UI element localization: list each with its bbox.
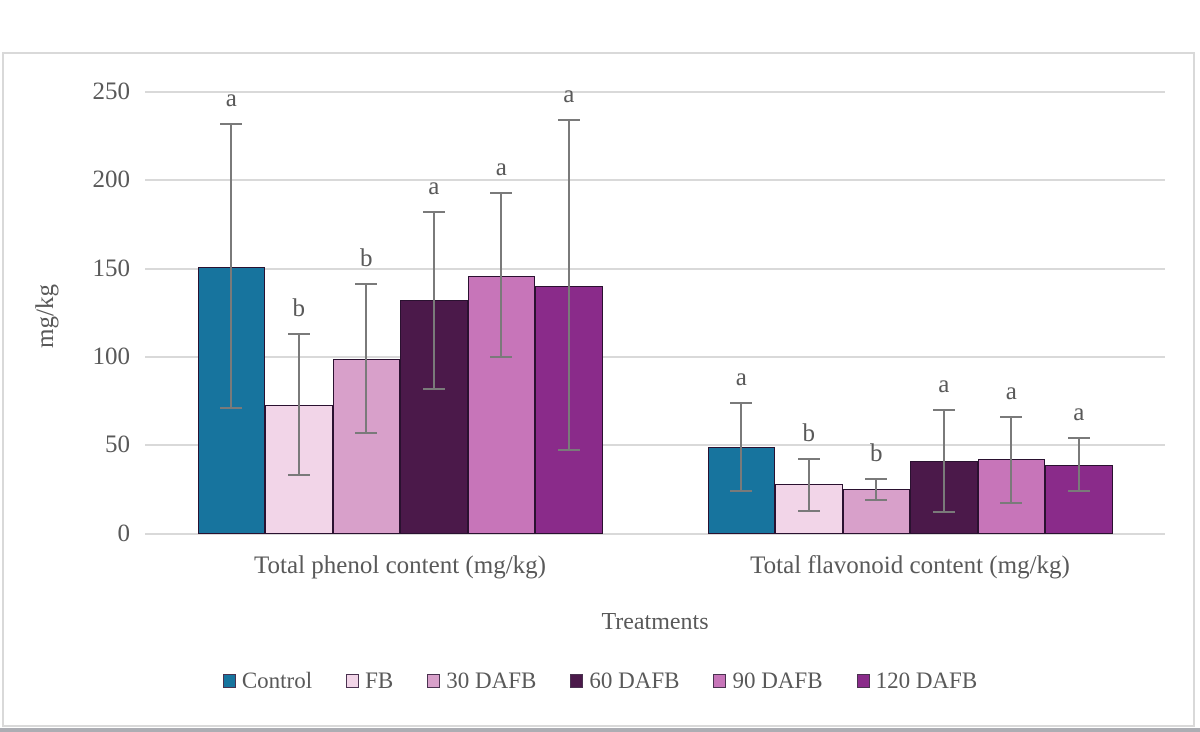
y-gridline (145, 355, 1165, 358)
error-bar-cap-top (932, 408, 955, 411)
error-bar-cap-top (355, 283, 378, 286)
x-axis-title: Treatments (601, 609, 709, 635)
significance-letter: a (1073, 399, 1085, 427)
error-bar-cap-top (490, 191, 513, 194)
error-bar-cap-bottom (865, 498, 888, 501)
y-gridline (145, 532, 1165, 535)
error-bar-cap-top (865, 477, 888, 480)
y-tick-label: 250 (92, 78, 131, 105)
error-bar-cap-top (1067, 437, 1090, 440)
bottom-edge-strip (0, 728, 1200, 732)
legend-label-120-dafb: 120 DAFB (875, 668, 978, 693)
legend: Control FB 30 DAFB 60 DAFB 90 DAFB 120 DAFB (0, 666, 1200, 696)
error-bar-cap-bottom (730, 490, 753, 493)
error-bar-line (1010, 416, 1013, 504)
legend-item-control: Control (222, 668, 313, 694)
legend-swatch-30-dafb (427, 674, 441, 688)
y-tick-label: 200 (92, 166, 131, 194)
y-tick-label: 150 (92, 254, 131, 282)
y-tick-label: 100 (92, 342, 131, 370)
significance-letter: a (495, 153, 507, 181)
error-bar-line (807, 459, 810, 511)
error-bar-cap-top (730, 401, 753, 404)
legend-swatch-control (222, 674, 236, 688)
y-gridline (145, 91, 1165, 93)
significance-letter: a (225, 84, 237, 112)
error-bar-line (740, 402, 743, 492)
legend-item-120-dafb: 120 DAFB (856, 668, 978, 694)
legend-item-60-dafb: 60 DAFB (570, 668, 679, 694)
legend-label-90-dafb: 90 DAFB (732, 668, 823, 693)
error-bar-line (1077, 438, 1080, 492)
legend-label-fb: FB (365, 668, 394, 693)
error-bar-cap-bottom (557, 449, 580, 452)
significance-letter: b (360, 245, 373, 273)
error-bar-cap-bottom (220, 407, 243, 410)
y-gridline (145, 444, 1165, 447)
error-bar-cap-bottom (287, 474, 310, 477)
significance-letter: a (428, 173, 440, 201)
error-bar-cap-bottom (797, 509, 820, 512)
error-bar-cap-top (557, 119, 580, 122)
legend-label-30-dafb: 30 DAFB (446, 668, 537, 693)
significance-letter: b (292, 294, 306, 322)
significance-letter: a (938, 370, 950, 398)
legend-swatch-fb (346, 674, 360, 688)
y-tick-label: 0 (117, 519, 131, 547)
error-bar-cap-top (220, 122, 243, 125)
legend-item-30-dafb: 30 DAFB (427, 668, 536, 694)
legend-swatch-120-dafb (856, 674, 870, 688)
category-label-phenol: Total phenol content (mg/kg) (254, 552, 546, 579)
error-bar-line (942, 409, 945, 513)
error-bar-cap-top (422, 211, 445, 214)
significance-letter: b (870, 439, 883, 467)
legend-label-60-dafb: 60 DAFB (589, 668, 680, 693)
error-bar-line (875, 478, 878, 500)
error-bar-line (432, 212, 435, 389)
error-bar-cap-bottom (932, 511, 955, 514)
legend-swatch-60-dafb (570, 674, 584, 688)
error-bar-line (297, 333, 300, 476)
error-bar-line (230, 123, 233, 409)
y-tick-label: 50 (105, 431, 130, 459)
significance-letter: a (563, 81, 575, 109)
error-bar-cap-bottom (1067, 490, 1090, 493)
error-bar-line (365, 284, 368, 433)
error-bar-cap-bottom (490, 355, 513, 358)
category-label-flavonoid: Total flavonoid content (mg/kg) (750, 552, 1070, 579)
error-bar-line (567, 120, 570, 451)
error-bar-cap-bottom (422, 387, 445, 390)
error-bar-cap-bottom (355, 431, 378, 434)
error-bar-cap-top (1000, 415, 1023, 418)
significance-letter: a (1005, 377, 1017, 405)
significance-letter: b (802, 420, 816, 448)
error-bar-cap-bottom (1000, 502, 1023, 505)
significance-letter: a (735, 363, 747, 391)
legend-item-fb: FB (346, 668, 393, 694)
y-gridline (145, 267, 1165, 270)
y-axis-title: mg/kg (32, 284, 59, 348)
error-bar-cap-top (797, 458, 820, 461)
y-gridline (145, 179, 1165, 182)
legend-item-90-dafb: 90 DAFB (713, 668, 823, 694)
legend-label-control: Control (241, 668, 313, 693)
error-bar-line (500, 192, 503, 357)
legend-swatch-90-dafb (713, 674, 727, 688)
error-bar-cap-top (287, 332, 310, 335)
